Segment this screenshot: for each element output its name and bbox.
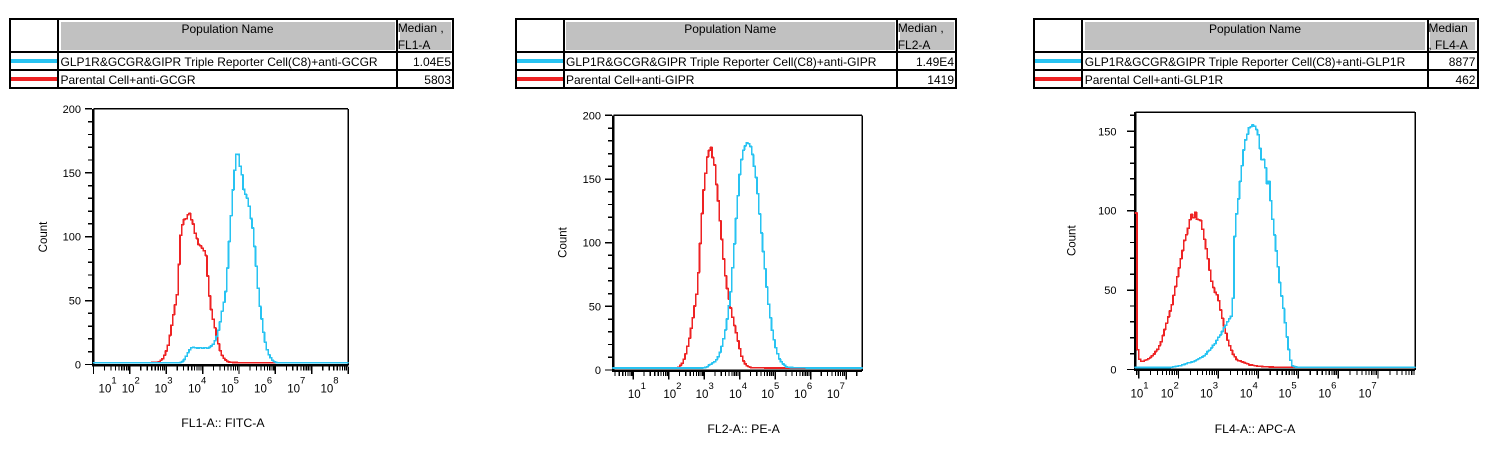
svg-text:150: 150 bbox=[63, 168, 81, 180]
svg-text:50: 50 bbox=[589, 301, 601, 313]
svg-text:50: 50 bbox=[69, 296, 81, 308]
svg-text:103: 103 bbox=[1200, 381, 1218, 401]
svg-text:FL4-A:: APC-A: FL4-A:: APC-A bbox=[1215, 422, 1296, 436]
svg-text:106: 106 bbox=[254, 376, 272, 396]
svg-text:0: 0 bbox=[75, 360, 81, 372]
svg-text:102: 102 bbox=[122, 376, 140, 396]
svg-text:103: 103 bbox=[154, 376, 172, 396]
svg-text:102: 102 bbox=[1161, 381, 1179, 401]
svg-text:106: 106 bbox=[1318, 381, 1336, 401]
svg-text:FL2-A:: PE-A: FL2-A:: PE-A bbox=[707, 422, 780, 436]
svg-text:50: 50 bbox=[1104, 285, 1116, 297]
svg-text:101: 101 bbox=[628, 381, 646, 401]
svg-text:200: 200 bbox=[63, 104, 81, 116]
svg-text:Count: Count bbox=[558, 226, 570, 257]
svg-text:101: 101 bbox=[99, 376, 117, 396]
svg-text:0: 0 bbox=[595, 365, 601, 377]
svg-text:200: 200 bbox=[583, 110, 601, 122]
svg-text:101: 101 bbox=[1130, 381, 1148, 401]
svg-text:104: 104 bbox=[188, 376, 206, 396]
svg-text:Count: Count bbox=[1067, 225, 1079, 256]
svg-text:107: 107 bbox=[287, 376, 305, 396]
svg-text:100: 100 bbox=[583, 238, 601, 250]
svg-text:150: 150 bbox=[1098, 126, 1116, 138]
svg-text:105: 105 bbox=[1279, 381, 1297, 401]
svg-text:102: 102 bbox=[663, 381, 681, 401]
svg-text:100: 100 bbox=[63, 232, 81, 244]
svg-text:104: 104 bbox=[729, 381, 747, 401]
svg-text:107: 107 bbox=[1359, 381, 1377, 401]
svg-text:106: 106 bbox=[794, 381, 812, 401]
svg-text:Count: Count bbox=[38, 221, 50, 252]
svg-text:100: 100 bbox=[1098, 206, 1116, 218]
svg-text:105: 105 bbox=[221, 376, 239, 396]
svg-text:105: 105 bbox=[761, 381, 779, 401]
svg-text:150: 150 bbox=[583, 174, 601, 186]
svg-text:103: 103 bbox=[696, 381, 714, 401]
svg-text:108: 108 bbox=[320, 376, 338, 396]
svg-text:104: 104 bbox=[1240, 381, 1258, 401]
svg-text:107: 107 bbox=[827, 381, 845, 401]
svg-text:FL1-A:: FITC-A: FL1-A:: FITC-A bbox=[181, 416, 265, 430]
svg-text:0: 0 bbox=[1110, 365, 1116, 377]
